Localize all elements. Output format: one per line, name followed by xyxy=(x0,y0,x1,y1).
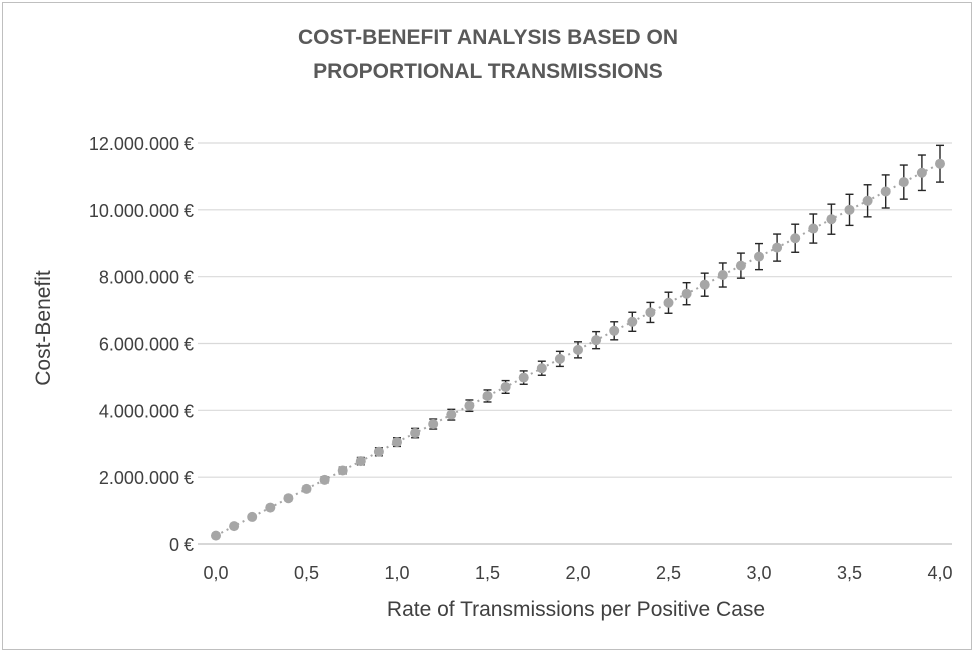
data-point xyxy=(392,437,402,448)
data-point xyxy=(591,335,602,346)
data-point xyxy=(464,400,475,411)
data-point xyxy=(681,288,692,299)
y-tick-label: 4.000.000 € xyxy=(99,401,194,421)
data-point xyxy=(283,493,294,504)
data-point xyxy=(373,446,384,457)
data-point xyxy=(247,511,258,522)
data-point xyxy=(265,502,276,513)
data-point xyxy=(717,269,728,280)
data-point xyxy=(446,409,457,420)
y-tick-label: 10.000.000 € xyxy=(89,201,194,221)
data-point xyxy=(355,456,366,467)
y-axis-ticks: 0 € 2.000.000 € 4.000.000 € 6.000.000 € 8.00… xyxy=(89,134,194,555)
data-point xyxy=(735,260,746,271)
x-axis-label: Rate of Transmissions per Positive Case xyxy=(387,598,765,621)
data-point xyxy=(609,325,620,336)
data-point xyxy=(301,483,312,494)
x-tick-label: 2,0 xyxy=(565,563,590,583)
data-point xyxy=(500,381,511,392)
x-tick-label: 0,5 xyxy=(294,563,319,583)
data-point xyxy=(645,307,656,318)
data-point xyxy=(211,530,221,541)
data-point xyxy=(844,204,855,215)
data-point xyxy=(573,344,583,355)
x-tick-label: 3,5 xyxy=(837,563,862,583)
data-point xyxy=(772,242,783,253)
y-tick-label: 6.000.000 € xyxy=(99,335,194,355)
chart-title-line-2: PROPORTIONAL TRANSMISSIONS xyxy=(313,60,663,83)
y-tick-label: 0 € xyxy=(169,535,194,555)
data-point xyxy=(663,297,674,308)
y-axis-label: Cost-Benefit xyxy=(32,270,55,386)
data-point xyxy=(536,363,547,374)
gridlines xyxy=(198,142,952,545)
trend-line xyxy=(215,162,941,537)
data-point xyxy=(319,474,330,485)
data-point xyxy=(410,428,421,439)
data-point xyxy=(808,223,819,234)
data-point xyxy=(790,233,801,244)
data-point xyxy=(916,167,927,178)
data-point xyxy=(826,214,837,225)
x-tick-label: 1,5 xyxy=(475,563,500,583)
data-point xyxy=(880,186,891,197)
data-point xyxy=(935,158,945,169)
data-point xyxy=(898,177,909,188)
x-axis-ticks: 0,0 0,5 1,0 1,5 2,0 2,5 3,0 3,5 4,0 xyxy=(203,563,952,583)
data-point xyxy=(862,195,873,206)
x-tick-label: 4,0 xyxy=(927,563,952,583)
x-tick-label: 1,0 xyxy=(384,563,409,583)
x-tick-label: 2,5 xyxy=(656,563,681,583)
series-cost-benefit xyxy=(211,144,945,541)
data-point xyxy=(229,521,240,532)
data-point xyxy=(518,372,529,383)
x-tick-label: 0,0 xyxy=(203,563,228,583)
data-point xyxy=(754,251,764,262)
chart-title-line-1: COST-BENEFIT ANALYSIS BASED ON xyxy=(298,26,678,49)
data-point xyxy=(699,279,710,290)
y-tick-label: 12.000.000 € xyxy=(89,134,194,154)
data-point xyxy=(428,419,439,430)
data-point xyxy=(554,353,565,364)
y-tick-label: 2.000.000 € xyxy=(99,468,194,488)
x-tick-label: 3,0 xyxy=(746,563,771,583)
data-point xyxy=(337,465,348,476)
y-tick-label: 8.000.000 € xyxy=(99,268,194,288)
data-point xyxy=(627,316,638,327)
data-point xyxy=(482,390,493,401)
